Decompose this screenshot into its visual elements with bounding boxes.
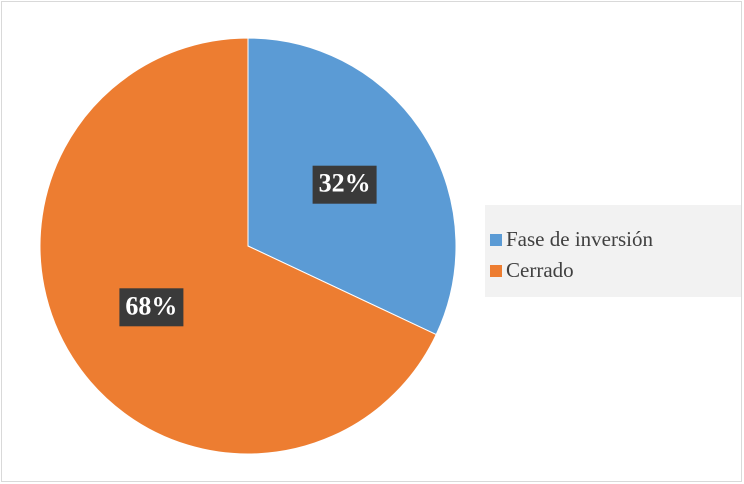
legend-label: Cerrado: [506, 258, 574, 282]
data-label-text: 68%: [125, 291, 177, 320]
legend-swatch: [490, 265, 502, 277]
data-label-box: [312, 165, 377, 204]
legend-box: [485, 205, 741, 297]
pie-slice: [39, 37, 437, 455]
data-label-box: [119, 288, 184, 327]
legend-label: Fase de inversión: [506, 227, 653, 251]
data-label: 68%: [119, 288, 184, 327]
legend-swatch: [490, 234, 502, 246]
data-label-text: 32%: [319, 169, 371, 198]
data-label: 32%: [312, 165, 377, 204]
